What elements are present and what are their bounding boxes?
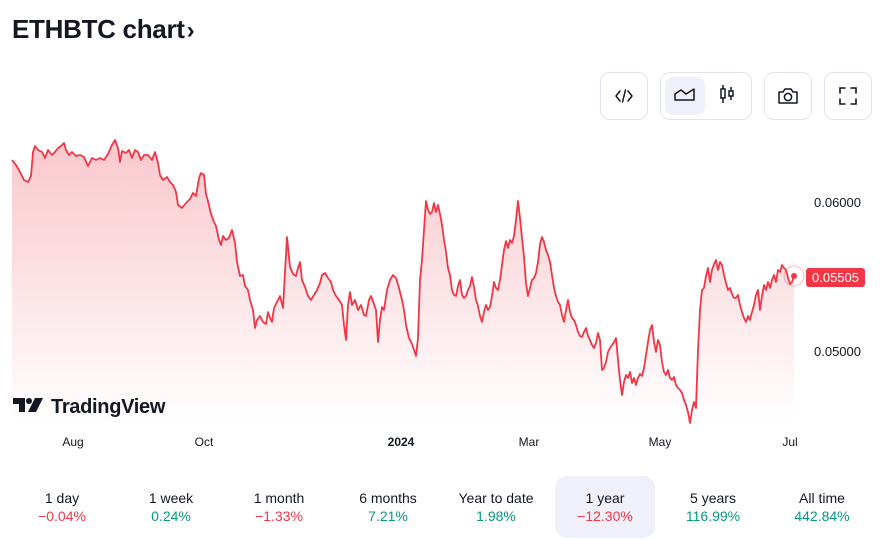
period-change: 116.99% [685, 508, 741, 524]
period-1-year[interactable]: 1 year −12.30% [555, 476, 655, 538]
period-change: 1.98% [476, 508, 516, 524]
period-change: 7.21% [368, 508, 408, 524]
x-tick-label: Oct [194, 435, 214, 449]
y-tick-label: 0.05000 [814, 344, 861, 359]
period-change: −1.33% [255, 508, 303, 524]
period-1-week[interactable]: 1 week 0.24% [121, 476, 221, 538]
code-embed-icon [613, 85, 635, 107]
price-line [11, 139, 795, 424]
chart-toolbar [0, 72, 885, 120]
x-tick-label: Mar [518, 435, 540, 449]
y-tick-label: 0.06000 [814, 195, 861, 210]
tradingview-logo-text: TradingView [51, 396, 166, 418]
last-price-halo [783, 265, 805, 287]
tradingview-logo[interactable]: TradingView [13, 396, 165, 419]
fullscreen-button[interactable] [824, 72, 872, 120]
period-label: 6 months [359, 490, 417, 506]
period-all-time[interactable]: All time 442.84% [772, 476, 872, 538]
x-tick-label: May [648, 435, 672, 449]
x-tick-label: Aug [62, 435, 84, 449]
chart-type-toggle [660, 72, 752, 120]
period-5-years[interactable]: 5 years 116.99% [663, 476, 763, 538]
snapshot-button[interactable] [764, 72, 812, 120]
current-price-label: 0.05505 [806, 268, 865, 287]
period-change: −12.30% [577, 508, 633, 524]
period-label: 1 month [253, 490, 305, 506]
period-label: 1 year [585, 490, 625, 506]
period-year-to-date[interactable]: Year to date 1.98% [446, 476, 546, 538]
period-change: 0.24% [151, 508, 191, 524]
chevron-right-icon: › [186, 17, 195, 44]
period-label: Year to date [458, 490, 534, 506]
tradingview-logo-icon [13, 396, 51, 419]
price-area-fill [12, 140, 794, 423]
period-change: −0.04% [38, 508, 86, 524]
period-1-day[interactable]: 1 day −0.04% [12, 476, 112, 538]
x-tick-label: Jul [782, 435, 798, 449]
last-price-dot [791, 273, 797, 279]
candles-chart-button[interactable] [707, 77, 747, 115]
page-title: ETHBTC chart [12, 14, 185, 44]
camera-icon [776, 85, 800, 107]
x-tick-label: 2024 [387, 435, 415, 449]
candlestick-icon [717, 83, 737, 110]
period-selector: 1 day −0.04% 1 week 0.24% 1 month −1.33%… [0, 476, 885, 538]
fullscreen-icon [837, 85, 859, 107]
period-change: 442.84% [794, 508, 850, 524]
period-label: 1 day [44, 490, 80, 506]
embed-button[interactable] [600, 72, 648, 120]
chart-title-link[interactable]: ETHBTC chart› [12, 14, 195, 45]
line-chart-button[interactable] [665, 77, 705, 115]
period-label: All time [799, 490, 845, 506]
area-line-chart-icon [673, 84, 697, 109]
period-label: 5 years [690, 490, 736, 506]
period-6-months[interactable]: 6 months 7.21% [338, 476, 438, 538]
period-1-month[interactable]: 1 month −1.33% [229, 476, 329, 538]
period-label: 1 week [148, 490, 194, 506]
